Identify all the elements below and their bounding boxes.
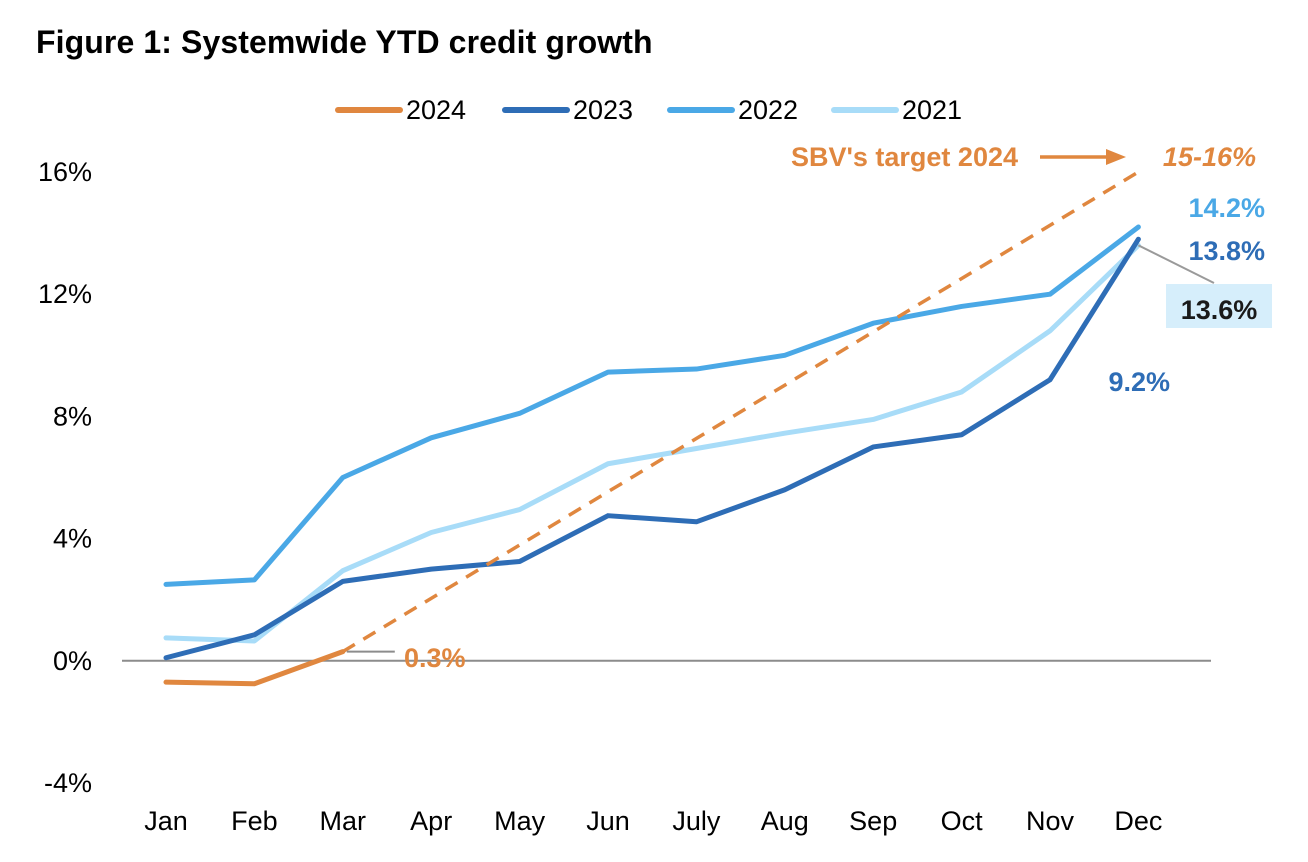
y-tick-label-0: 0% [53, 646, 92, 676]
legend-label-2024: 2024 [406, 95, 466, 125]
x-tick-label-oct: Oct [941, 806, 984, 836]
legend-label-2021: 2021 [902, 95, 962, 125]
series-line-2024 [163, 649, 346, 687]
y-axis: -4% 0% 4% 8% 12% 16% [38, 157, 92, 798]
annotations: 0.3% 9.2% 14.2% 13.8% 13.6% [346, 193, 1272, 673]
chart-title: Figure 1: Systemwide YTD credit growth [36, 24, 653, 60]
x-tick-label-mar: Mar [320, 806, 367, 836]
legend-label-2022: 2022 [738, 95, 798, 125]
y-tick-label-4: 4% [53, 524, 92, 554]
x-tick-label-may: May [494, 806, 546, 836]
x-tick-label-dec: Dec [1114, 806, 1162, 836]
x-tick-label-aug: Aug [761, 806, 809, 836]
x-tick-label-nov: Nov [1026, 806, 1075, 836]
series-lines [163, 224, 1141, 687]
x-tick-label-jun: Jun [586, 806, 630, 836]
data-label-2024-mar: 0.3% [404, 643, 466, 673]
data-label-box-2021-dec [1166, 284, 1272, 328]
series-line-2023 [163, 236, 1141, 661]
y-tick-label-16: 16% [38, 157, 92, 187]
target-projection: SBV's target 2024 15-16% [341, 142, 1256, 654]
x-tick-label-apr: Apr [410, 806, 452, 836]
x-tick-label-feb: Feb [231, 806, 278, 836]
data-label-2023-dec: 13.8% [1188, 236, 1265, 266]
y-tick-label-8: 8% [53, 401, 92, 431]
target-projection-line [341, 170, 1140, 654]
legend: 2024 2023 2022 2021 [335, 95, 962, 125]
x-tick-label-sep: Sep [849, 806, 897, 836]
data-label-2021-dec: 13.6% [1181, 295, 1258, 325]
series-line-2022 [163, 224, 1141, 587]
data-label-2022-dec: 14.2% [1188, 193, 1265, 223]
y-tick-label-4: -4% [44, 768, 92, 798]
y-tick-label-12: 12% [38, 279, 92, 309]
series-line-2021 [163, 242, 1141, 644]
target-value-label: 15-16% [1163, 142, 1256, 172]
x-axis: Jan Feb Mar Apr May Jun July Aug Sep Oct Nov Dec [144, 806, 1162, 836]
target-arrow-icon [1106, 149, 1126, 165]
legend-label-2023: 2023 [573, 95, 633, 125]
target-label: SBV's target 2024 [791, 142, 1018, 172]
data-label-2023-nov: 9.2% [1108, 367, 1170, 397]
x-tick-label-july: July [672, 806, 721, 836]
x-tick-label-jan: Jan [144, 806, 188, 836]
leader-line-13-6 [1137, 244, 1215, 284]
